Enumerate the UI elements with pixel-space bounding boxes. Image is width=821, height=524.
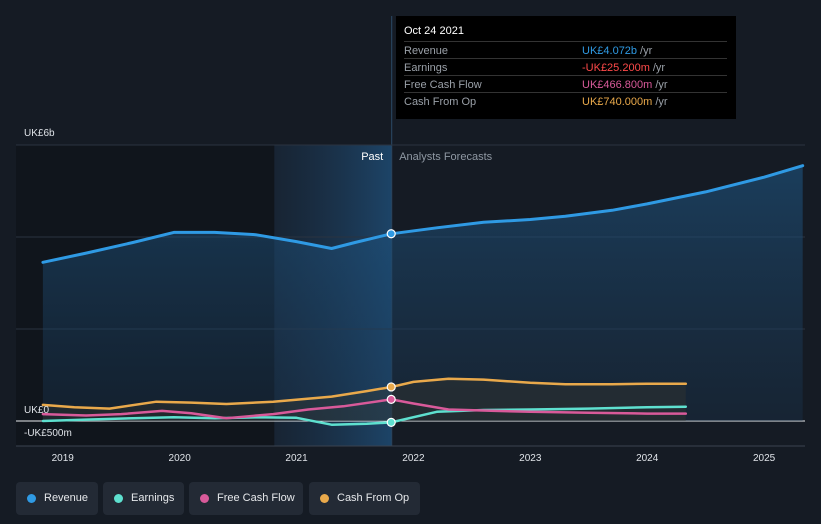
x-tick-label: 2025 <box>753 453 776 464</box>
earnings-line <box>41 405 688 426</box>
x-tick-label: 2022 <box>402 453 425 464</box>
legend-label: Cash From Op <box>337 492 410 504</box>
legend-cash-from-op[interactable]: Cash From Op <box>309 482 420 515</box>
tooltip-row-earnings: Earnings -UK£25.200m/yr <box>404 58 727 76</box>
tooltip-row-free-cash-flow: Free Cash Flow UK£466.800m/yr <box>404 75 727 93</box>
y-tick-label: UK£6b <box>24 128 55 139</box>
legend-label: Free Cash Flow <box>217 492 295 504</box>
tooltip-date: Oct 24 2021 <box>404 25 464 37</box>
legend-label: Earnings <box>131 492 175 504</box>
tooltip-label: Free Cash Flow <box>404 79 482 91</box>
free-cash-flow-line <box>41 398 688 420</box>
forecast-label: Analysts Forecasts <box>399 151 492 163</box>
legend-dot-icon <box>200 494 209 503</box>
y-tick-label: UK£0 <box>24 405 49 416</box>
tooltip-label: Cash From Op <box>404 96 477 108</box>
x-tick-label: 2023 <box>519 453 542 464</box>
cash-from-op-line <box>41 377 688 410</box>
legend-revenue[interactable]: Revenue <box>16 482 98 515</box>
legend-dot-icon <box>27 494 36 503</box>
revenue-area <box>42 165 803 421</box>
tooltip-row-cash-from-op: Cash From Op UK£740.000m/yr <box>404 92 727 110</box>
tooltip-label: Earnings <box>404 62 448 74</box>
legend-label: Revenue <box>44 492 89 504</box>
tooltip-value: -UK£25.200m/yr <box>582 62 666 74</box>
tooltip: Oct 24 2021 Revenue UK£4.072b/yr Earning… <box>396 16 736 119</box>
tooltip-value: UK£4.072b/yr <box>582 45 653 57</box>
free-cash-flow-marker <box>386 394 396 404</box>
legend-dot-icon <box>114 494 123 503</box>
tooltip-label: Revenue <box>404 45 449 57</box>
revenue-marker <box>386 229 396 239</box>
legend-free-cash-flow[interactable]: Free Cash Flow <box>189 482 303 515</box>
y-tick-label: -UK£500m <box>24 428 72 439</box>
x-tick-label: 2024 <box>636 453 659 464</box>
past-label: Past <box>361 151 383 163</box>
earnings-marker <box>386 417 396 427</box>
x-tick-label: 2020 <box>169 453 192 464</box>
tooltip-value: UK£466.800m/yr <box>582 79 668 91</box>
legend-earnings[interactable]: Earnings <box>103 482 184 515</box>
cash-from-op-marker <box>386 382 396 392</box>
x-tick-label: 2019 <box>52 453 75 464</box>
tooltip-row-revenue: Revenue UK£4.072b/yr <box>404 41 727 59</box>
x-tick-label: 2021 <box>285 453 308 464</box>
legend-dot-icon <box>320 494 329 503</box>
tooltip-value: UK£740.000m/yr <box>582 96 668 108</box>
